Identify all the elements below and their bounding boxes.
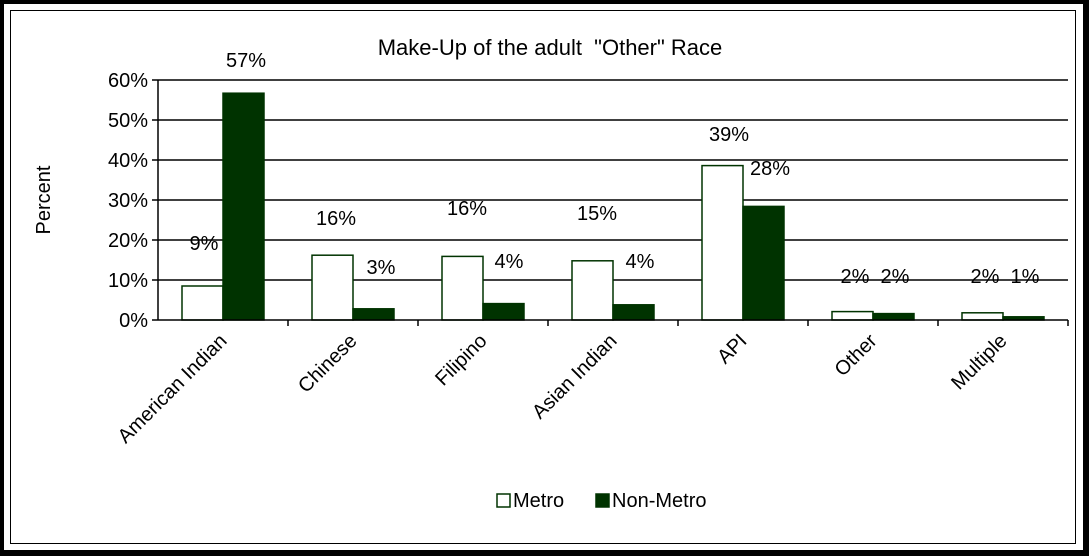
data-label-non-metro: 2%: [881, 266, 910, 288]
data-labels: 9% 16% 16% 15% 39% 2% 2% 57% 3% 4% 4% 28% 2% 1%: [190, 50, 1040, 288]
y-tick-label: 20%: [108, 230, 148, 252]
x-tick-label: Chinese: [294, 330, 361, 397]
x-tick-label: Other: [831, 330, 882, 381]
y-tick-label: 30%: [108, 190, 148, 212]
legend-swatch-non-metro: [595, 493, 610, 508]
data-label-metro: 2%: [841, 266, 870, 288]
y-tick-label: 0%: [119, 310, 148, 332]
data-label-non-metro: 3%: [367, 257, 396, 279]
bar-non-metro: [352, 308, 395, 321]
legend-swatch-metro: [496, 493, 511, 508]
data-label-metro: 2%: [971, 266, 1000, 288]
bar-metro: [181, 285, 224, 321]
data-label-non-metro: 4%: [626, 251, 655, 273]
data-label-non-metro: 57%: [226, 50, 266, 72]
data-label-non-metro: 4%: [495, 251, 524, 273]
bar-non-metro: [742, 205, 785, 321]
legend-label-non-metro: Non-Metro: [612, 490, 706, 512]
x-tick-label: Filipino: [431, 330, 491, 390]
legend-label-metro: Metro: [513, 490, 564, 512]
y-tick-label: 10%: [108, 270, 148, 292]
gridlines: [158, 79, 1068, 281]
bar-metro: [441, 255, 484, 321]
legend: Metro Non-Metro: [496, 490, 706, 512]
bar-metro: [961, 312, 1004, 321]
chart-title: Make-Up of the adult "Other" Race: [378, 35, 723, 60]
x-tick-label: Multiple: [947, 330, 1011, 394]
bar-non-metro: [612, 304, 655, 321]
y-tick-label: 60%: [108, 70, 148, 92]
data-label-metro: 16%: [316, 208, 356, 230]
x-tick-label: American Indian: [114, 330, 232, 448]
data-label-metro: 16%: [447, 198, 487, 220]
bar-metro: [831, 310, 874, 321]
y-tick-label: 50%: [108, 110, 148, 132]
data-label-metro: 39%: [709, 124, 749, 146]
chart-area-border: [10, 10, 1076, 544]
x-tick-label: API: [713, 330, 751, 368]
y-tick-label: 40%: [108, 150, 148, 172]
data-label-metro: 9%: [190, 233, 219, 255]
y-axis-title: Percent: [33, 165, 55, 234]
x-tick-label: Asian Indian: [528, 330, 621, 423]
bar-non-metro: [222, 92, 265, 321]
bar-metro: [311, 254, 354, 321]
bar-non-metro: [482, 302, 525, 321]
data-label-non-metro: 1%: [1011, 266, 1040, 288]
data-label-metro: 15%: [577, 203, 617, 225]
bar-metro: [701, 164, 744, 321]
data-label-non-metro: 28%: [750, 158, 790, 180]
bar-non-metro: [872, 312, 915, 321]
bars: [181, 92, 1045, 321]
bar-metro: [571, 260, 614, 321]
